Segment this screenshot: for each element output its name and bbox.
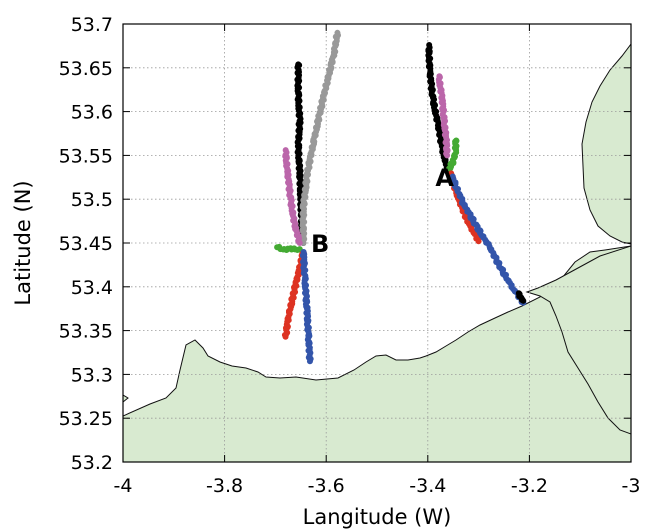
y-tick-label: 53.55 <box>59 145 113 167</box>
data-tracks <box>274 29 527 365</box>
track-point <box>282 333 289 340</box>
axis-ticks <box>122 23 632 463</box>
lancashire-coast <box>581 43 631 245</box>
track-point <box>444 152 451 159</box>
y-tick-label: 53.3 <box>71 364 113 386</box>
wirral-peninsula <box>525 245 631 435</box>
track-series <box>435 73 451 159</box>
track-point <box>306 358 313 365</box>
north-wales-landmass <box>123 245 631 462</box>
annotations: AB <box>311 164 454 258</box>
y-tick-label: 53.45 <box>59 233 113 255</box>
coastline-land <box>123 43 631 462</box>
y-tick-label: 53.65 <box>59 58 113 80</box>
track-series <box>299 29 342 246</box>
track-series <box>281 249 307 340</box>
x-tick-label: -3 <box>622 475 641 497</box>
x-axis-title: Langitude (W) <box>303 505 452 529</box>
track-point <box>446 165 453 172</box>
x-tick-label: -3.6 <box>308 475 345 497</box>
grid-lines <box>123 24 631 462</box>
y-tick-labels: 53.2 53.25 53.3 53.35 53.4 53.45 53.5 53.55 53.6… <box>59 14 113 474</box>
y-tick-label: 53.25 <box>59 408 113 430</box>
x-tick-label: -3.2 <box>511 475 548 497</box>
y-tick-label: 53.6 <box>71 102 113 124</box>
track-series <box>299 249 314 365</box>
x-tick-label: -4 <box>114 475 133 497</box>
x-tick-label: -3.4 <box>409 475 446 497</box>
x-tick-label: -3.8 <box>206 475 243 497</box>
track-series <box>446 137 460 172</box>
track-point <box>296 240 303 246</box>
y-axis-title: Latitude (N) <box>11 180 35 305</box>
y-tick-label: 53.35 <box>59 321 113 343</box>
y-tick-label: 53.2 <box>71 452 113 474</box>
anglesey-island-edge <box>123 394 129 403</box>
track-series <box>282 147 303 246</box>
site-label: A <box>435 164 454 192</box>
x-tick-labels: -4 -3.8 -3.6 -3.4 -3.2 -3 <box>114 475 641 497</box>
y-tick-label: 53.5 <box>71 189 113 211</box>
track-point <box>520 297 527 304</box>
track-series <box>515 290 527 304</box>
y-tick-label: 53.7 <box>71 14 113 36</box>
site-label: B <box>311 230 329 258</box>
y-tick-label: 53.4 <box>71 277 113 299</box>
track-point <box>475 238 482 245</box>
